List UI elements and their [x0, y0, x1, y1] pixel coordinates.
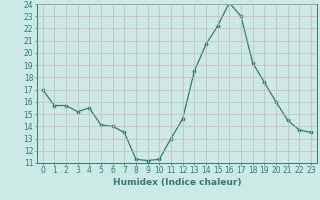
X-axis label: Humidex (Indice chaleur): Humidex (Indice chaleur): [113, 178, 241, 187]
